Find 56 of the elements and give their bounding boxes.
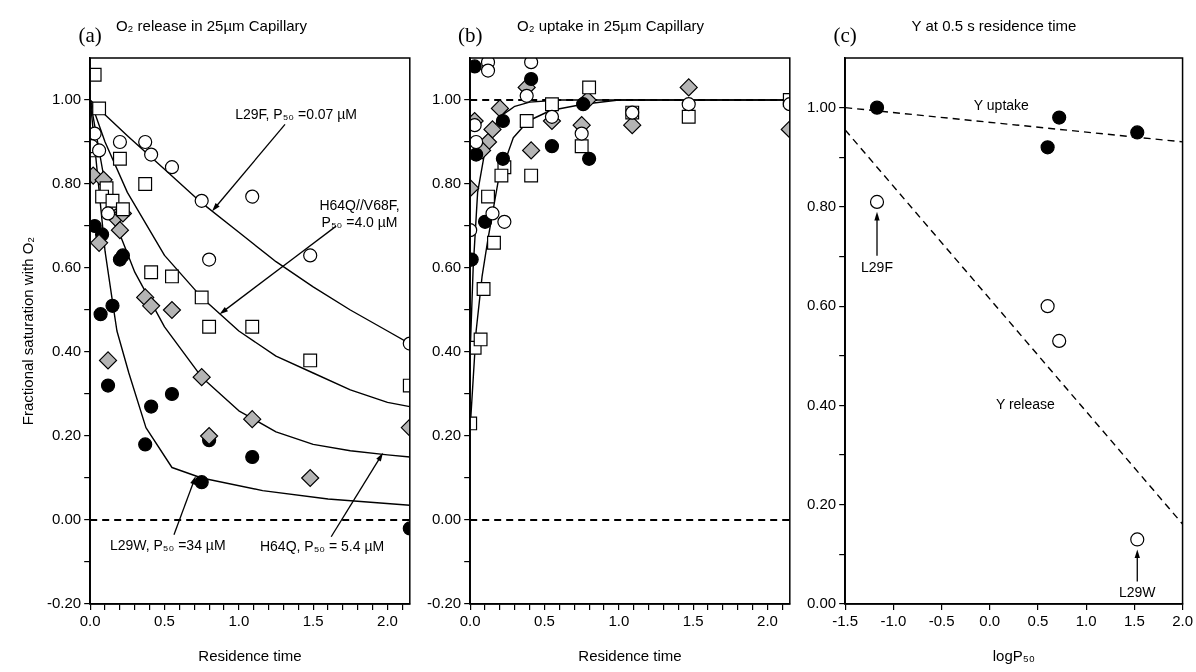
x-tick-label: -1.5	[832, 612, 859, 630]
x-axis-title: logP₅₀	[992, 647, 1036, 665]
x-axis-title: Residence time	[578, 647, 682, 665]
y-tick-label: 0.40	[51, 342, 82, 360]
x-tick-label: 0.5	[1027, 612, 1049, 630]
x-tick-label: 0.0	[979, 612, 1001, 630]
x-axis-title: Residence time	[198, 647, 302, 665]
y-tick-label: 1.00	[431, 90, 462, 108]
x-tick-label: 1.0	[228, 612, 250, 630]
annotation: Y release	[995, 396, 1056, 413]
chart-title: O₂ release in 25µm Capillary	[115, 17, 308, 35]
text: (a)	[78, 22, 102, 47]
chart-title: O₂ uptake in 25µm Capillary	[516, 17, 705, 35]
text: (b)	[457, 22, 483, 47]
text: (c)	[833, 22, 857, 47]
y-tick-label: 1.00	[51, 90, 82, 108]
y-tick-label: 0.00	[51, 510, 82, 528]
x-tick-label: 1.5	[1123, 612, 1145, 630]
x-tick-label: 0.5	[154, 612, 175, 630]
annotation: L29W	[1118, 584, 1157, 601]
x-tick-label: 1.5	[682, 612, 704, 630]
y-tick-label: 0.20	[51, 426, 82, 444]
annotation: L29W, P₅₀ =34 µM	[109, 536, 226, 553]
x-tick-label: 1.5	[302, 612, 324, 630]
x-tick-label: 2.0	[377, 612, 398, 630]
y-axis-title: Fractional saturation with O₂	[19, 236, 37, 426]
chart-title: Y at 0.5 s residence time	[911, 17, 1077, 35]
y-tick-label: 1.00	[806, 97, 837, 115]
annotation: Y uptake	[973, 97, 1030, 114]
x-tick-label: 1.0	[608, 612, 630, 630]
y-tick-label: 0.60	[51, 258, 82, 276]
y-tick-label: 0.60	[806, 296, 837, 314]
annotation: L29F, P₅₀ =0.07 µM	[235, 106, 358, 123]
y-tick-label: 0.80	[431, 174, 462, 192]
y-tick-label: -0.20	[426, 594, 462, 612]
x-tick-label: 0.0	[459, 612, 481, 630]
y-tick-label: 0.60	[431, 258, 462, 276]
x-tick-label: 0.0	[79, 612, 101, 630]
y-tick-label: 0.40	[431, 342, 462, 360]
x-tick-label: -1.0	[880, 612, 907, 630]
y-tick-label: 0.40	[806, 395, 837, 413]
y-tick-label: -0.20	[46, 594, 82, 612]
y-tick-label: 0.00	[806, 594, 837, 612]
annotation: H64Q//V68F, P₅₀ =4.0 µM	[319, 196, 400, 230]
y-tick-label: 0.80	[51, 174, 82, 192]
x-tick-label: 1.0	[1075, 612, 1097, 630]
y-tick-label: 0.00	[431, 510, 462, 528]
y-tick-label: 0.20	[431, 426, 462, 444]
x-tick-label: 2.0	[1172, 612, 1193, 630]
y-tick-label: 0.20	[806, 494, 837, 512]
x-tick-label: -0.5	[928, 612, 955, 630]
y-tick-label: 0.80	[806, 197, 837, 215]
annotation: H64Q, P₅₀ = 5.4 µM	[259, 537, 385, 554]
annotation: L29F	[861, 258, 893, 275]
x-tick-label: 2.0	[757, 612, 778, 630]
x-tick-label: 0.5	[534, 612, 555, 630]
